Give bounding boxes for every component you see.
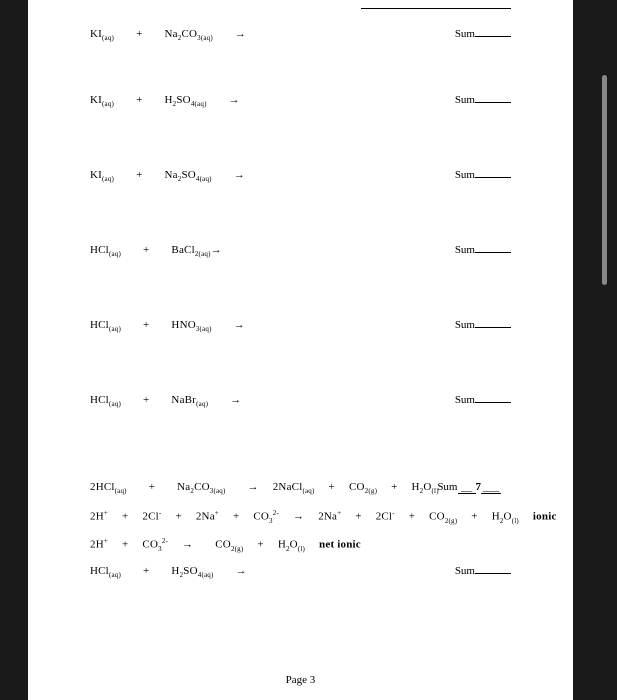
document-page: KI(aq)+Na2CO3(aq)→ Sum KI(aq)+H2SO4(aq)→… — [28, 0, 573, 700]
sum-label: Sum — [455, 244, 511, 256]
sum-label: Sum — [455, 319, 511, 331]
worked-row-4: HCl(aq)+H2SO4(aq)→ Sum — [90, 559, 511, 587]
equation-text: KI(aq)+Na2CO3(aq)→ — [90, 28, 246, 42]
sum-label: Sum — [455, 565, 511, 577]
equation-text: HCl(aq)+BaCl2(aq)→ — [90, 244, 222, 258]
equation-text: HCl(aq)+HNO3(aq)→ — [90, 319, 245, 333]
scrollbar-thumb[interactable] — [602, 75, 607, 285]
equation-row-1: KI(aq)+Na2CO3(aq)→ Sum — [90, 10, 511, 70]
sum-label: Sum — [455, 169, 511, 181]
equation-text: 2H++CO32-→CO2(g)+H2O(l)net ionic — [90, 537, 361, 553]
worked-row-2: 2H++2Cl-+2Na++CO32-→2Na++2Cl-+CO2(g)+H2O… — [90, 503, 511, 531]
equation-row-2: KI(aq)+H2SO4(aq)→ Sum — [90, 70, 511, 145]
equation-text: KI(aq)+H2SO4(aq)→ — [90, 94, 240, 108]
equation-text: KI(aq)+Na2SO4(aq)→ — [90, 169, 245, 183]
equation-row-4: HCl(aq)+BaCl2(aq)→ Sum — [90, 220, 511, 295]
equation-text: 2H++2Cl-+2Na++CO32-→2Na++2Cl-+CO2(g)+H2O… — [90, 509, 557, 525]
equation-text: HCl(aq)+NaBr(aq)→ — [90, 394, 241, 408]
equation-row-3: KI(aq)+Na2SO4(aq)→ Sum — [90, 145, 511, 220]
equation-row-6: HCl(aq)+NaBr(aq)→ Sum — [90, 370, 511, 445]
equation-text: HCl(aq)+H2SO4(aq)→ — [90, 565, 247, 579]
equation-row-5: HCl(aq)+HNO3(aq)→ Sum — [90, 295, 511, 370]
sum-label: Sum — [455, 394, 511, 406]
sum-label: Sum — [455, 94, 511, 106]
equation-text: 2HCl(aq)+Na2CO3(aq)→2NaCl(aq)+CO2(g)+H2O… — [90, 481, 439, 495]
worked-row-1: 2HCl(aq)+Na2CO3(aq)→2NaCl(aq)+CO2(g)+H2O… — [90, 475, 511, 503]
sum-label: Sum__7___ — [437, 481, 501, 494]
worked-row-3: 2H++CO32-→CO2(g)+H2O(l)net ionic — [90, 531, 511, 559]
sum-label: Sum — [455, 28, 511, 40]
page-footer: Page 3 — [28, 674, 573, 686]
